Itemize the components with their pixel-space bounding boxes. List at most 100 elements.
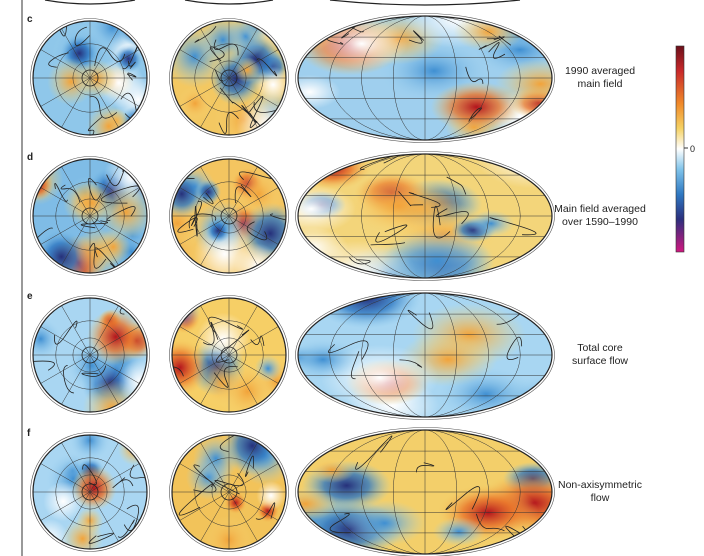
- contour: [194, 25, 217, 43]
- contour: [270, 205, 286, 222]
- contour: [101, 185, 141, 204]
- map-blob: [172, 338, 209, 397]
- contour: [88, 242, 107, 269]
- map-outline: [32, 158, 148, 274]
- contour: [128, 298, 145, 312]
- pole-ring: [220, 346, 238, 364]
- contour: [219, 435, 243, 452]
- map-outer-ring: [169, 156, 289, 276]
- map: [33, 298, 147, 412]
- contour: [213, 39, 239, 56]
- contour: [370, 242, 406, 246]
- contour: [81, 365, 107, 377]
- contour: [214, 473, 244, 495]
- contour: [178, 483, 214, 516]
- panel-letter: d: [27, 152, 33, 163]
- map-outer-ring: [30, 18, 150, 138]
- map-outer-ring: [169, 18, 289, 138]
- graticule: [55, 320, 125, 390]
- map-outer-ring: [30, 156, 150, 276]
- map-blob: [117, 21, 147, 46]
- map-blob: [379, 228, 496, 278]
- contour: [465, 66, 484, 84]
- map-outline: [171, 434, 287, 550]
- contour: [248, 96, 264, 129]
- pole-ring: [81, 346, 99, 364]
- contour: [63, 364, 75, 394]
- map-outline: [32, 297, 148, 413]
- panel-caption: over 1590–1990: [562, 216, 638, 228]
- map-blob: [172, 223, 204, 273]
- map-blob: [70, 181, 114, 225]
- map-outline: [297, 292, 553, 418]
- map-blob: [223, 435, 282, 475]
- graticule: [72, 337, 108, 373]
- map-blob: [256, 481, 286, 511]
- panel-caption: 1990 averaged: [565, 65, 635, 77]
- graticule: [40, 49, 140, 107]
- contour: [255, 502, 276, 520]
- map-blob: [432, 517, 485, 547]
- graticule: [393, 154, 457, 278]
- panel-letter: e: [27, 291, 33, 302]
- contour: [194, 205, 198, 237]
- contour: [208, 316, 244, 333]
- graticule: [194, 181, 264, 251]
- map-blob: [33, 318, 62, 360]
- graticule: [72, 198, 108, 234]
- pole-ring: [81, 69, 99, 87]
- graticule: [393, 293, 457, 417]
- contour: [177, 217, 198, 233]
- contour: [54, 183, 68, 202]
- map-outline: [297, 15, 553, 141]
- contour: [398, 191, 424, 207]
- contour: [219, 87, 250, 115]
- pole-ring: [220, 69, 238, 87]
- graticule: [361, 430, 489, 554]
- contour: [486, 35, 512, 46]
- contour: [245, 455, 255, 477]
- graticule: [194, 457, 264, 527]
- contour: [54, 320, 78, 345]
- contour: [256, 58, 278, 77]
- graticule: [194, 320, 264, 390]
- map-blob: [474, 154, 552, 189]
- map-blob: [33, 298, 55, 322]
- contour: [407, 309, 434, 330]
- map-outer-ring: [30, 432, 150, 552]
- graticule: [393, 430, 457, 554]
- map-blob: [47, 57, 95, 106]
- colorbar: [675, 45, 685, 253]
- contour: [489, 217, 537, 236]
- panel-letter: f: [27, 428, 31, 439]
- map-blob: [236, 95, 286, 135]
- panel-caption: Total core: [577, 342, 623, 354]
- map-outline: [171, 297, 287, 413]
- map-blob: [172, 170, 206, 218]
- graticule: [329, 154, 521, 278]
- contour: [89, 96, 118, 119]
- panel-caption: surface flow: [572, 355, 628, 367]
- panel-caption: flow: [591, 492, 610, 504]
- graticule: [179, 187, 279, 245]
- graticule: [211, 474, 247, 510]
- map: [298, 16, 552, 140]
- contour: [488, 42, 506, 59]
- map-outline: [297, 153, 553, 279]
- graticule: [361, 154, 489, 278]
- graticule: [40, 463, 140, 521]
- map-outer-ring: [169, 432, 289, 552]
- contour: [348, 257, 371, 265]
- contour: [48, 52, 69, 68]
- map-blob: [33, 170, 54, 201]
- graticule: [211, 60, 247, 96]
- map-blob: [298, 74, 341, 110]
- contour: [129, 464, 147, 490]
- graticule: [361, 16, 489, 140]
- map-blob: [298, 184, 356, 234]
- map-blob: [436, 366, 536, 417]
- map-blob: [204, 516, 253, 549]
- contour: [445, 486, 481, 511]
- map: [172, 159, 286, 273]
